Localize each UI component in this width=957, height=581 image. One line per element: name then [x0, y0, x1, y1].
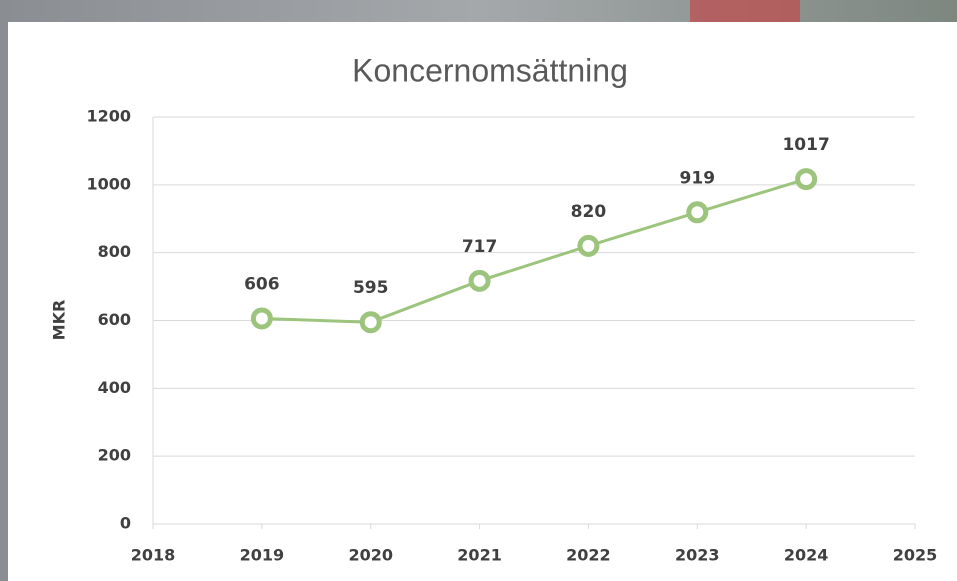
- chart-panel: [8, 22, 957, 581]
- x-tick-label: 2022: [566, 546, 611, 565]
- y-tick-label: 1200: [86, 107, 131, 126]
- data-point: [580, 237, 597, 254]
- data-label: 717: [462, 237, 498, 257]
- data-point: [689, 204, 706, 221]
- data-label: 606: [244, 274, 280, 294]
- page: Koncernomsättning MKR 0 200 400 600 800 1000 1…: [0, 0, 957, 581]
- y-tick-label: 600: [98, 310, 131, 329]
- chart-title: Koncernomsättning: [352, 52, 628, 88]
- x-tick-label: 2024: [784, 546, 829, 565]
- data-label: 919: [680, 168, 716, 188]
- chart: Koncernomsättning MKR 0 200 400 600 800 1000 1…: [0, 0, 957, 581]
- data-label: 595: [353, 278, 389, 298]
- y-tick-label: 200: [98, 446, 131, 465]
- y-tick-label: 1000: [86, 174, 131, 193]
- y-tick-label: 400: [98, 378, 131, 397]
- y-tick-label: 0: [120, 514, 131, 533]
- x-tick-label: 2025: [893, 546, 938, 565]
- data-point: [362, 314, 379, 331]
- data-label: 820: [571, 202, 607, 222]
- data-point: [253, 310, 270, 327]
- data-label: 1017: [782, 135, 829, 155]
- data-point: [798, 171, 815, 188]
- background-shape: [690, 0, 800, 22]
- x-tick-label: 2021: [457, 546, 502, 565]
- x-tick-label: 2019: [240, 546, 285, 565]
- x-tick-label: 2018: [131, 546, 176, 565]
- y-axis-label: MKR: [50, 300, 69, 341]
- x-tick-label: 2023: [675, 546, 720, 565]
- y-tick-label: 800: [98, 242, 131, 261]
- x-tick-label: 2020: [348, 546, 393, 565]
- data-point: [471, 272, 488, 289]
